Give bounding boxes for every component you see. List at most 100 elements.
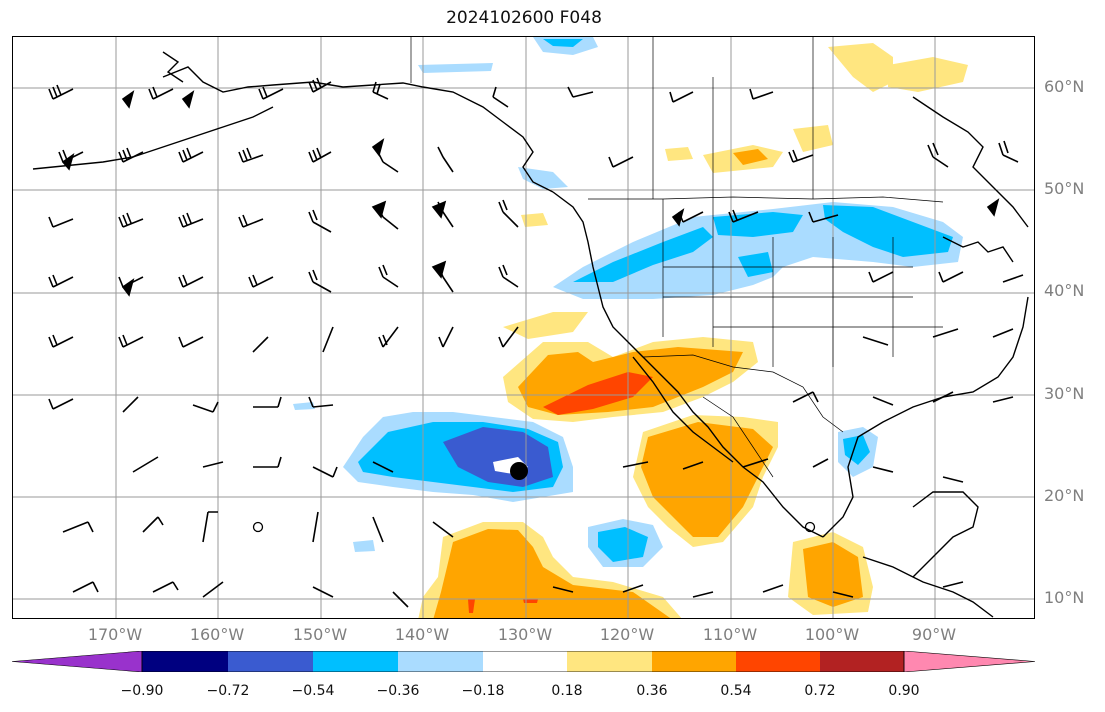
wind-barb [669,91,694,103]
field-red-sw [543,372,653,415]
colorbar-tick: −0.18 [461,683,505,699]
wind-barb [868,271,894,283]
colorbar-bin-firebrick [820,651,904,672]
political-borders [410,37,944,478]
field-lightblue-bc [518,167,568,189]
colorbar-extend-high [903,651,1035,672]
colorbar-tick: 0.72 [804,683,836,699]
colorbar-bin-royal [228,651,313,672]
wind-barb [498,264,519,288]
station-ring-1 [252,521,264,533]
alaska-coast [162,66,554,193]
colorbar [12,651,1035,672]
wind-barb [372,461,394,473]
wind-barb [812,458,829,468]
wind-barb [872,396,894,406]
wind-barb [202,581,224,598]
wind-barb [118,147,144,163]
station-ring-2 [804,521,816,533]
wind-barb [118,334,144,348]
wind-barb-flag [121,90,135,109]
field-lightblue-small1 [293,402,315,410]
field-lightblue-small2 [353,540,375,552]
gulf-coast [822,296,1029,538]
central-america [862,556,994,618]
colorbar-tick: −0.54 [291,683,335,699]
wind-barb [552,586,574,593]
colorbar-tick: −0.72 [206,683,250,699]
lat-label-10n: 10°N [1044,588,1085,607]
wind-barb-flag [431,260,447,279]
wind-barb [202,461,224,468]
wind-barb [142,516,164,533]
colorbar-frame [141,651,905,672]
lat-label-40n: 40°N [1044,281,1085,300]
map-title: 2024102600 F048 [446,8,602,28]
wind-barb [372,81,389,100]
field-yellow-ne [888,57,968,92]
border-mexico-states [702,396,774,478]
wind-barb-flag [121,278,135,297]
wind-barb [872,466,894,473]
aleutian-chain [32,106,274,170]
field-red-speck [468,599,475,613]
storm-center-dot[interactable] [510,462,528,480]
wind-barb [942,581,964,588]
wind-barb [48,334,74,348]
wind-barb [192,401,219,413]
wind-barb [938,271,964,283]
wind-barb [252,336,269,353]
anomaly-fields [293,37,968,618]
wind-barb [438,326,454,348]
colorbar-bin-lightyellow [567,651,652,672]
wind-barb [253,456,282,468]
field-yellow-nw [828,43,893,92]
wind-barb [608,156,634,168]
field-blue-band-e [823,205,953,257]
colorbar-bin-blue [313,651,398,672]
lat-label-20n: 20°N [1044,486,1085,505]
wind-barb [372,516,384,543]
wind-barb [178,274,204,288]
wind-barb [492,86,509,108]
graticule [13,37,1034,618]
wind-barb [253,396,282,408]
field-blue-trop [598,527,648,562]
lon-label-100w: 100°W [804,625,860,644]
wind-barb [312,511,319,543]
wind-barb [498,199,519,228]
colorbar-tick: 0.90 [888,683,920,699]
wind-barb [1002,274,1024,283]
wind-barb [992,396,1014,403]
coastlines [32,51,1029,618]
lon-label-110w: 110°W [702,625,758,644]
field-blue-top [543,39,583,47]
wind-barb [178,212,204,228]
wind-barb [762,584,784,593]
lat-label-50n: 50°N [1044,179,1085,198]
wind-barb [862,336,889,346]
lon-label-170w: 170°W [87,625,143,644]
field-blue-band-w [573,227,713,282]
wind-barb-flag [181,90,195,109]
wind-barb [832,591,854,598]
border-us-canada [588,196,944,203]
wind-barb-flag [371,138,385,157]
wind-barb [322,326,334,353]
colorbar-tick: −0.90 [120,683,164,699]
wind-barb-flag [671,208,685,227]
wind-barb [728,209,759,223]
wind-barb [567,86,594,98]
field-blue-band-s [738,252,773,277]
wind-barb [622,584,644,593]
wind-barb [48,216,74,228]
map-canvas [13,37,1034,618]
lon-label-120w: 120°W [599,625,655,644]
map-panel[interactable] [12,36,1035,619]
lat-label-30n: 30°N [1044,384,1085,403]
colorbar-tick: 0.54 [720,683,752,699]
wind-barb [932,328,959,338]
wind-barb [248,274,274,288]
wind-barb [378,326,399,348]
wind-barb [308,209,332,233]
